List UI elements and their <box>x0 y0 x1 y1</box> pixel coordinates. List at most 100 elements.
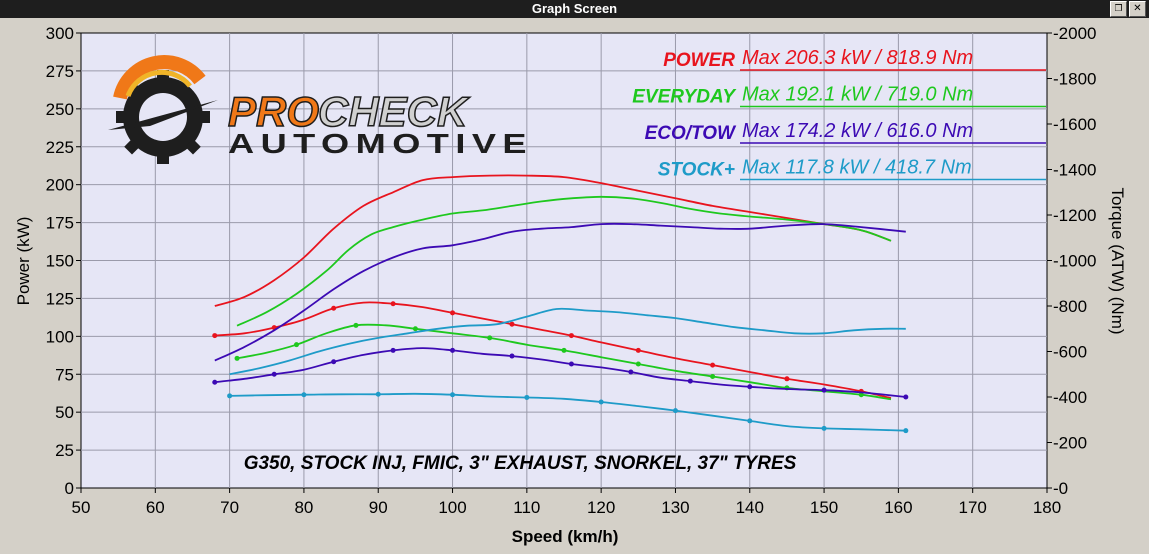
data-point-eco-tow-torque <box>271 371 277 377</box>
legend-value: Max 206.3 kW / 818.9 Nm <box>742 47 973 69</box>
data-point-everyday-torque <box>635 361 641 367</box>
y2-tick-label: -2000 <box>1053 24 1096 43</box>
data-point-eco-tow-torque <box>568 361 574 367</box>
y2-tick-label: -1200 <box>1053 206 1096 225</box>
logo-pro-text: PRO <box>228 88 319 135</box>
data-point-everyday-torque <box>293 342 299 348</box>
data-point-stock--torque <box>821 425 827 431</box>
series-line-everyday-power <box>236 195 892 327</box>
data-point-eco-tow-torque <box>903 394 909 400</box>
x-tick-label: 130 <box>661 498 689 517</box>
legend-label: EVERYDAY <box>632 87 737 108</box>
x-tick-label: 120 <box>587 498 615 517</box>
data-point-everyday-torque <box>353 322 359 328</box>
data-point-eco-tow-torque <box>450 347 456 353</box>
y2-tick-label: -1600 <box>1053 115 1096 134</box>
data-point-stock--torque <box>672 408 678 414</box>
legend-value: Max 192.1 kW / 719.0 Nm <box>742 84 973 106</box>
y-tick-label: 75 <box>55 365 74 384</box>
y-tick-label: 225 <box>46 138 74 157</box>
window-title: Graph Screen <box>531 1 618 16</box>
data-point-everyday-torque <box>710 374 716 380</box>
data-point-eco-tow-torque <box>509 353 515 359</box>
data-point-stock--torque <box>524 394 530 400</box>
x-tick-label: 110 <box>513 498 540 517</box>
data-point-everyday-torque <box>858 392 864 398</box>
y2-tick-label: -200 <box>1053 434 1087 453</box>
y-axis-label: Power (kW) <box>14 217 33 306</box>
series-line-stock--torque <box>229 392 906 432</box>
legend-label: ECO/TOW <box>645 123 737 144</box>
y-tick-label: 100 <box>46 327 74 346</box>
x-tick-label: 150 <box>810 498 838 517</box>
series-line-stock--power <box>229 307 906 376</box>
x-tick-label: 90 <box>369 498 388 517</box>
data-point-power-torque <box>568 333 574 339</box>
y-tick-label: 175 <box>46 214 74 233</box>
data-point-eco-tow-torque <box>628 369 634 375</box>
x-tick-label: 50 <box>72 498 91 517</box>
legend-label: POWER <box>663 50 735 71</box>
y2-tick-label: -1800 <box>1053 70 1096 89</box>
y-tick-label: 150 <box>46 252 74 271</box>
series-line-power-torque <box>214 301 892 399</box>
window-titlebar: Graph Screen ❐ ✕ <box>0 0 1149 18</box>
gear-icon <box>108 55 218 164</box>
data-point-everyday-torque <box>561 347 567 353</box>
y2-tick-label: -800 <box>1053 297 1087 316</box>
data-point-everyday-torque <box>487 335 493 341</box>
annotation-text: G350, STOCK INJ, FMIC, 3" EXHAUST, SNORK… <box>244 453 797 474</box>
x-tick-label: 160 <box>884 498 912 517</box>
y-tick-label: 250 <box>46 100 74 119</box>
y-tick-label: 25 <box>55 441 74 460</box>
y2-tick-label: -1000 <box>1053 252 1096 271</box>
y2-tick-label: -1400 <box>1053 161 1096 180</box>
legend-label: STOCK+ <box>658 160 735 181</box>
y-tick-label: 300 <box>46 24 74 43</box>
y2-tick-label: -400 <box>1053 388 1087 407</box>
data-point-stock--torque <box>747 418 753 424</box>
data-point-eco-tow-torque <box>390 347 396 353</box>
y2-tick-label: -0 <box>1053 479 1068 498</box>
y-axis-left: 0 25 50 75 100 125 150 175 200 225 250 275 300 <box>46 24 81 498</box>
series-line-eco-tow-power <box>214 222 906 362</box>
data-point-stock--torque <box>598 399 604 405</box>
series-line-eco-tow-torque <box>214 347 906 398</box>
x-tick-label: 60 <box>146 498 165 517</box>
x-axis-label: Speed (km/h) <box>512 527 619 546</box>
data-point-power-torque <box>635 347 641 353</box>
data-point-eco-tow-torque <box>747 384 753 390</box>
data-point-stock--torque <box>227 393 233 399</box>
x-axis: 50 60 70 80 90 100 110 120 130 140 150 160 170 180 <box>72 488 1061 517</box>
data-point-power-torque <box>710 362 716 368</box>
data-point-power-torque <box>450 310 456 316</box>
procheck-logo: PRO CHECK AUTOMOTIVE <box>108 55 533 164</box>
data-point-eco-tow-torque <box>821 387 827 393</box>
data-point-power-torque <box>331 305 337 311</box>
logo-check-text: CHECK <box>318 88 470 135</box>
data-point-power-torque <box>784 376 790 382</box>
y2-axis-label: Torque (ATW) (Nm) <box>1108 187 1127 334</box>
legend-value: Max 174.2 kW / 616.0 Nm <box>742 120 973 142</box>
y-tick-label: 0 <box>65 479 74 498</box>
y-tick-label: 200 <box>46 176 74 195</box>
x-tick-label: 80 <box>294 498 313 517</box>
data-point-stock--torque <box>450 392 456 398</box>
data-point-eco-tow-torque <box>687 378 693 384</box>
data-point-stock--torque <box>903 428 909 434</box>
logo-automotive-text: AUTOMOTIVE <box>228 128 533 159</box>
x-tick-label: 100 <box>438 498 466 517</box>
x-tick-label: 70 <box>220 498 239 517</box>
close-window-icon[interactable]: ✕ <box>1129 1 1146 17</box>
data-point-stock--torque <box>301 392 307 398</box>
y-axis-right: -0 -200 -400 -600 -800 -1000 -1200 -1400 -1600 -1… <box>1047 24 1096 498</box>
data-point-everyday-torque <box>412 326 418 332</box>
series-layer <box>212 174 909 434</box>
x-tick-label: 140 <box>736 498 764 517</box>
data-point-power-torque <box>509 321 515 327</box>
data-point-eco-tow-torque <box>212 379 218 385</box>
legend-value: Max 117.8 kW / 418.7 Nm <box>742 157 972 179</box>
restore-window-icon[interactable]: ❐ <box>1110 1 1127 17</box>
data-point-stock--torque <box>375 391 381 397</box>
